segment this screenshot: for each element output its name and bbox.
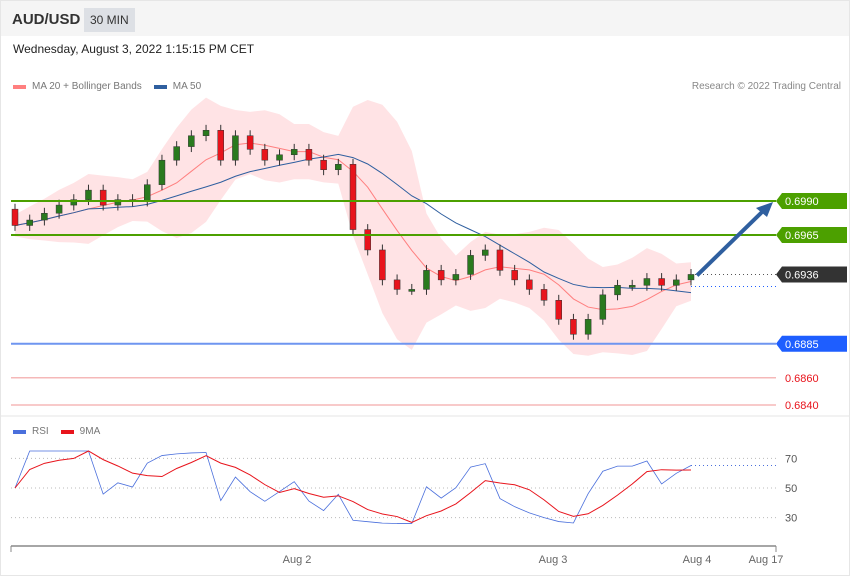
candle (276, 154, 283, 161)
price-legend: MA 20 + Bollinger Bands MA 50 (13, 81, 201, 92)
candle (173, 146, 180, 161)
candle (452, 274, 460, 281)
level-tag (776, 193, 847, 209)
rsi-swatch (13, 429, 26, 434)
level-tag (776, 227, 847, 243)
level-label: 0.6936 (785, 269, 819, 281)
candle (261, 149, 269, 161)
candle (144, 184, 151, 202)
candle (232, 135, 239, 161)
level-label: 0.6885 (785, 339, 819, 351)
candle (437, 270, 445, 281)
rsi-line (14, 450, 692, 524)
candle (467, 255, 474, 275)
level-label: 0.6990 (785, 196, 819, 208)
x-tick-label: Aug 3 (539, 554, 568, 566)
candle (70, 199, 78, 206)
forecast-arrow (695, 210, 764, 277)
rsi-tick: 70 (785, 453, 797, 465)
candle (320, 159, 327, 170)
level-label: 0.6840 (785, 400, 819, 412)
rsi-legend: RSI 9MA (13, 426, 100, 437)
candle (687, 274, 695, 281)
rsi-ma-swatch (60, 429, 74, 434)
legend-ma20: MA 20 + Bollinger Bands (32, 81, 142, 92)
candle (26, 219, 33, 226)
candle (511, 270, 518, 281)
level-label: 0.6965 (785, 230, 819, 242)
credit: Research © 2022 Trading Central (691, 81, 841, 92)
candle (379, 249, 386, 281)
candle (555, 300, 562, 320)
x-tick-label: Aug 17 (749, 554, 784, 566)
candle (673, 279, 680, 286)
candle (41, 212, 48, 221)
candle (114, 199, 122, 206)
candle (496, 249, 504, 271)
candle (246, 135, 254, 150)
legend-rsi: RSI (32, 426, 49, 437)
candle (393, 279, 401, 290)
candle (482, 249, 489, 256)
level-label: 0.6860 (785, 373, 819, 385)
x-tick-label: Aug 4 (683, 554, 712, 566)
candle (188, 135, 195, 147)
ma20-swatch (13, 84, 26, 89)
candle (584, 319, 592, 335)
timestamp: Wednesday, August 3, 2022 1:15:15 PM CET (13, 42, 255, 56)
candle (202, 130, 210, 136)
candle (599, 294, 607, 320)
candle (423, 270, 430, 290)
legend-rsi-ma: 9MA (79, 426, 101, 437)
candle (85, 189, 92, 200)
timeframe-button[interactable]: 30 MIN (84, 8, 135, 32)
rsi-tick: 30 (785, 513, 797, 525)
candle (55, 204, 63, 214)
candle (570, 319, 577, 335)
forecast-arrow-head (756, 202, 773, 217)
candle (217, 130, 224, 161)
candle (643, 278, 651, 286)
x-tick-label: Aug 2 (283, 554, 312, 566)
ma50-line (14, 153, 692, 294)
candle (335, 164, 342, 170)
candle (526, 279, 533, 290)
candle (364, 229, 371, 251)
candle (349, 164, 357, 230)
ma50-swatch (153, 84, 167, 89)
candle (11, 208, 19, 226)
header: AUD/USD 30 MIN (1, 1, 849, 36)
rsi-ma-line (14, 450, 692, 523)
rsi-tick: 50 (785, 483, 797, 495)
candle (628, 285, 636, 288)
level-tag (776, 266, 847, 283)
candle (658, 278, 665, 286)
candle (305, 149, 313, 161)
legend-ma50: MA 50 (172, 81, 202, 92)
candle (614, 285, 621, 296)
candle (540, 289, 548, 301)
symbol-title: AUD/USD (12, 11, 81, 28)
level-tag (776, 335, 847, 352)
candle (158, 159, 166, 185)
candle (290, 149, 298, 156)
candle (99, 189, 107, 206)
candle (408, 289, 416, 292)
